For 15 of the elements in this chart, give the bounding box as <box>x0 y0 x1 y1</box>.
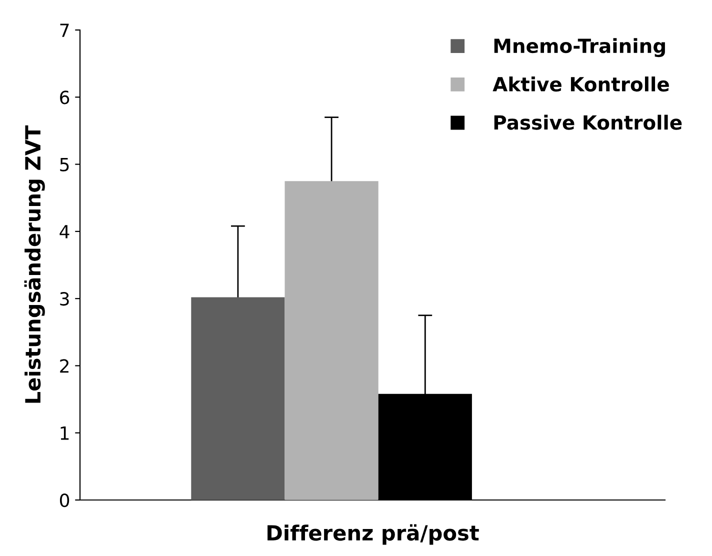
y-tick-label: 1 <box>60 426 69 440</box>
y-axis-title: Leistungsänderung ZVT <box>24 125 45 403</box>
y-tick-label: 3 <box>60 292 69 306</box>
legend-label: Mnemo-Training <box>494 38 665 58</box>
x-axis-title: Differenz prä/post <box>268 524 479 545</box>
y-tick-label: 0 <box>60 493 70 508</box>
y-tick-label: 4 <box>60 225 70 238</box>
legend-label: Aktive Kontrolle <box>492 76 669 92</box>
bar <box>284 181 378 500</box>
bar <box>191 297 285 500</box>
y-tick-label: 5 <box>60 158 69 172</box>
y-tick-label: 6 <box>60 90 70 104</box>
y-tick-label: 2 <box>60 359 68 373</box>
y-tick-label: 7 <box>60 24 69 37</box>
legend-label: Passive Kontrolle <box>494 114 682 130</box>
